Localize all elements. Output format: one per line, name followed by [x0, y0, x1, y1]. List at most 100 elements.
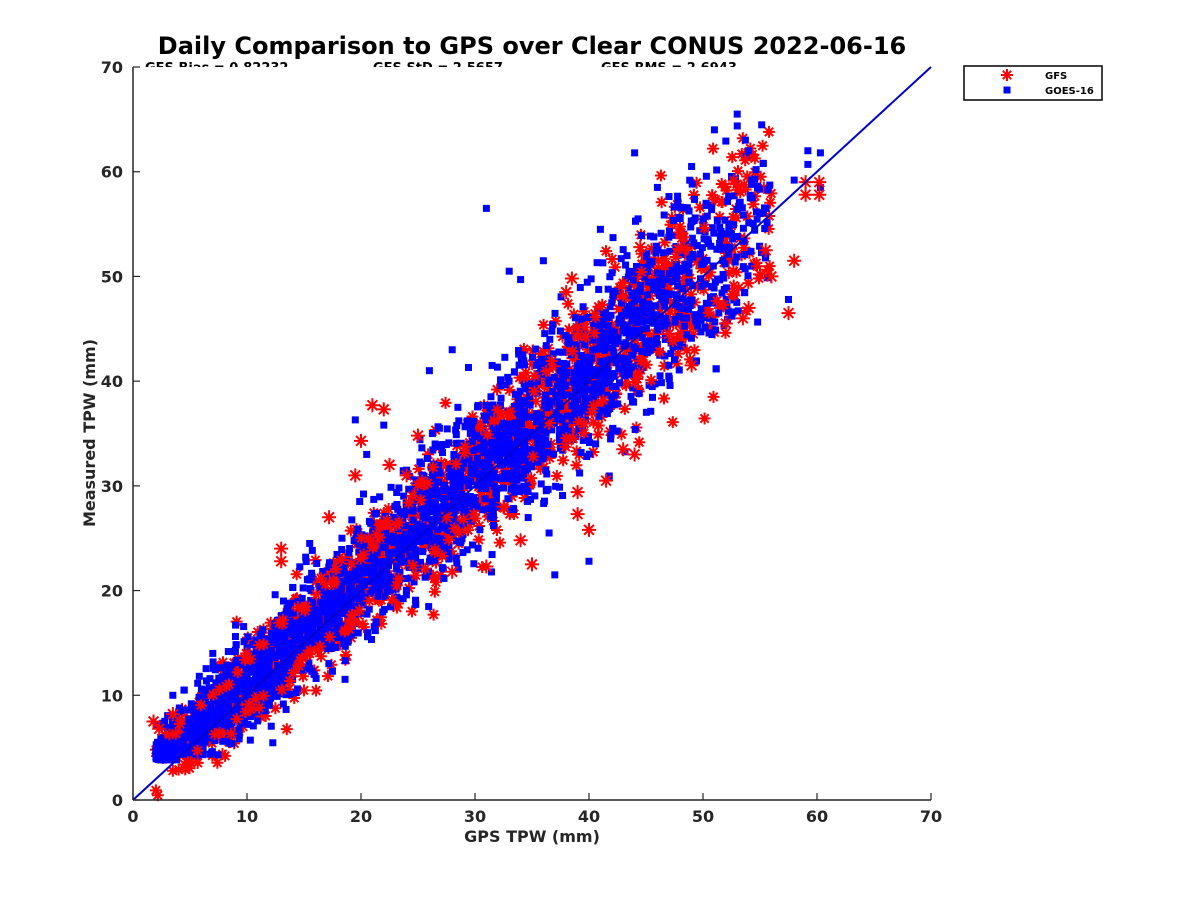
gfs-point: [416, 541, 429, 554]
goes16-point: [439, 524, 447, 532]
goes16-point: [549, 350, 557, 358]
goes16-point: [733, 298, 741, 306]
goes16-point: [254, 717, 262, 725]
goes16-point: [425, 367, 433, 375]
gfs-point: [457, 513, 470, 526]
gfs-point: [620, 379, 633, 392]
goes16-point: [527, 495, 535, 503]
goes16-point: [672, 260, 680, 268]
goes16-point: [195, 672, 203, 680]
goes16-point: [720, 274, 728, 282]
goes16-point: [332, 586, 340, 594]
gfs-point: [178, 758, 191, 771]
goes16-point: [542, 426, 550, 434]
goes16-point: [346, 544, 354, 552]
goes16-point: [224, 648, 232, 656]
gfs-point: [315, 572, 328, 585]
gfs-point: [812, 175, 827, 190]
gfs-point: [654, 306, 667, 319]
gfs-point: [382, 457, 397, 472]
goes16-point: [385, 553, 393, 561]
y-tick-label: 40: [101, 372, 123, 391]
goes16-point: [635, 390, 643, 398]
goes16-point: [514, 434, 522, 442]
goes16-point: [745, 147, 753, 155]
goes16-point: [486, 512, 494, 520]
gfs-point: [159, 729, 172, 742]
goes16-point: [717, 227, 725, 235]
gfs-point: [719, 232, 732, 245]
goes16-point: [681, 260, 689, 268]
goes16-point: [318, 625, 326, 633]
goes16-point: [161, 723, 169, 731]
gfs-point: [707, 142, 720, 155]
gfs-point: [589, 311, 602, 324]
goes16-point: [382, 593, 390, 601]
goes16-point: [612, 382, 620, 390]
gfs-point: [296, 652, 309, 665]
gfs-point: [428, 545, 441, 558]
goes16-point: [533, 410, 541, 418]
goes16-point: [534, 433, 542, 441]
goes16-point: [264, 667, 272, 675]
goes16-point: [555, 380, 563, 388]
goes16-point: [540, 438, 548, 446]
goes16-point: [730, 192, 738, 200]
goes16-point: [480, 449, 488, 457]
goes16-point: [170, 749, 178, 757]
gfs-point: [683, 272, 696, 285]
goes16-point: [585, 557, 593, 565]
goes16-point: [381, 512, 389, 520]
goes16-point: [421, 514, 429, 522]
goes16-point: [486, 438, 494, 446]
goes16-point: [696, 250, 704, 258]
goes16-point: [529, 413, 537, 421]
goes16-point: [570, 412, 578, 420]
goes16-point: [583, 278, 591, 286]
goes16-point: [616, 315, 624, 323]
gfs-point: [707, 390, 720, 403]
goes16-point: [244, 677, 252, 685]
gfs-point: [184, 756, 197, 769]
goes16-point: [183, 729, 191, 737]
gfs-point: [559, 440, 572, 453]
goes16-point: [701, 324, 709, 332]
goes16-point: [271, 654, 279, 662]
goes16-point: [622, 261, 630, 269]
goes16-point: [469, 541, 477, 549]
goes16-point: [249, 722, 257, 730]
goes16-point: [698, 244, 706, 252]
goes16-point: [561, 422, 569, 430]
goes16-point: [190, 722, 198, 730]
goes16-point: [687, 334, 695, 342]
goes16-point: [261, 707, 269, 715]
gfs-point: [353, 604, 366, 617]
goes16-point: [516, 387, 524, 395]
goes16-point: [605, 472, 613, 480]
gfs-point: [191, 744, 204, 757]
goes16-point: [643, 349, 651, 357]
gfs-point: [240, 647, 253, 660]
goes16-point: [191, 713, 199, 721]
goes16-point: [489, 425, 497, 433]
gfs-point: [597, 348, 610, 361]
goes16-point: [370, 623, 378, 631]
goes16-point: [678, 305, 686, 313]
goes16-point: [309, 597, 317, 605]
gfs-point: [297, 670, 310, 683]
gfs-point: [354, 552, 367, 565]
goes16-point: [485, 479, 493, 487]
goes16-point: [739, 263, 747, 271]
gfs-point: [654, 169, 667, 182]
goes16-point: [532, 345, 540, 353]
goes16-point: [697, 328, 705, 336]
goes16-point: [653, 183, 661, 191]
goes16-point: [639, 304, 647, 312]
goes16-point: [691, 311, 699, 319]
goes16-point: [593, 259, 601, 267]
gfs-point: [467, 508, 480, 521]
goes16-point: [385, 557, 393, 565]
goes16-point: [461, 423, 469, 431]
goes16-point: [328, 667, 336, 675]
goes16-point: [504, 495, 512, 503]
